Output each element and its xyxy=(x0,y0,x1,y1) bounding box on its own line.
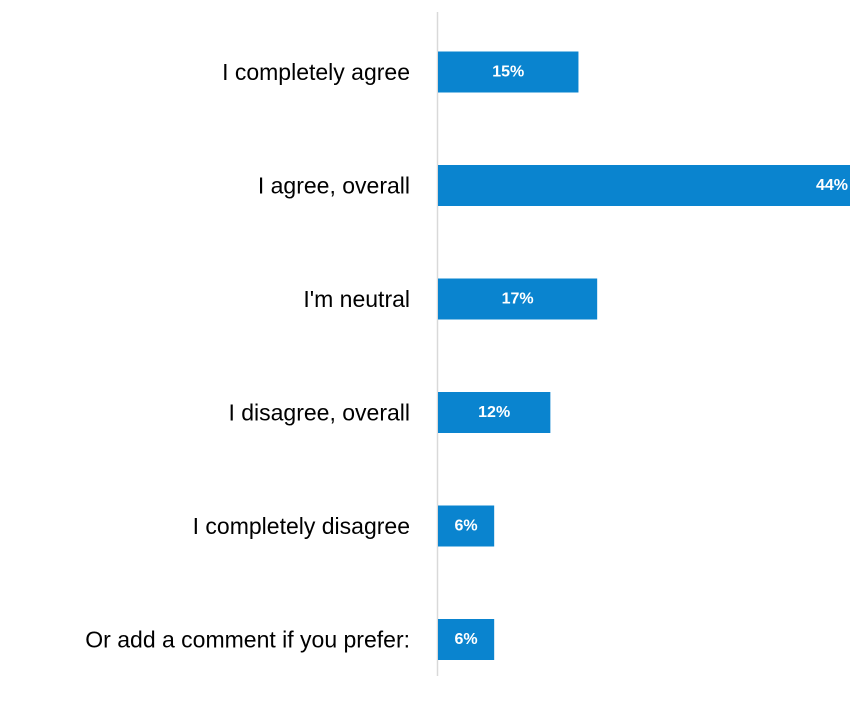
data-label: 12% xyxy=(478,404,510,421)
data-label: 6% xyxy=(455,631,478,648)
category-label: I disagree, overall xyxy=(228,400,410,426)
data-label: 15% xyxy=(492,64,524,81)
bar xyxy=(438,51,579,93)
category-label: I'm neutral xyxy=(303,286,410,312)
category-label: I completely agree xyxy=(222,59,410,85)
data-label: 17% xyxy=(502,291,534,308)
category-label: I completely disagree xyxy=(193,513,410,539)
bar xyxy=(438,505,495,547)
bar xyxy=(438,392,551,433)
category-label: I agree, overall xyxy=(258,173,410,199)
data-label: 6% xyxy=(455,518,478,535)
bar xyxy=(438,619,495,660)
chart-marks: I completely agree 15% I agree, overall 44%… xyxy=(85,51,850,660)
data-label: 44% xyxy=(816,177,848,194)
bar xyxy=(438,278,598,320)
bar xyxy=(438,165,850,206)
category-label: Or add a comment if you prefer: xyxy=(85,627,410,653)
